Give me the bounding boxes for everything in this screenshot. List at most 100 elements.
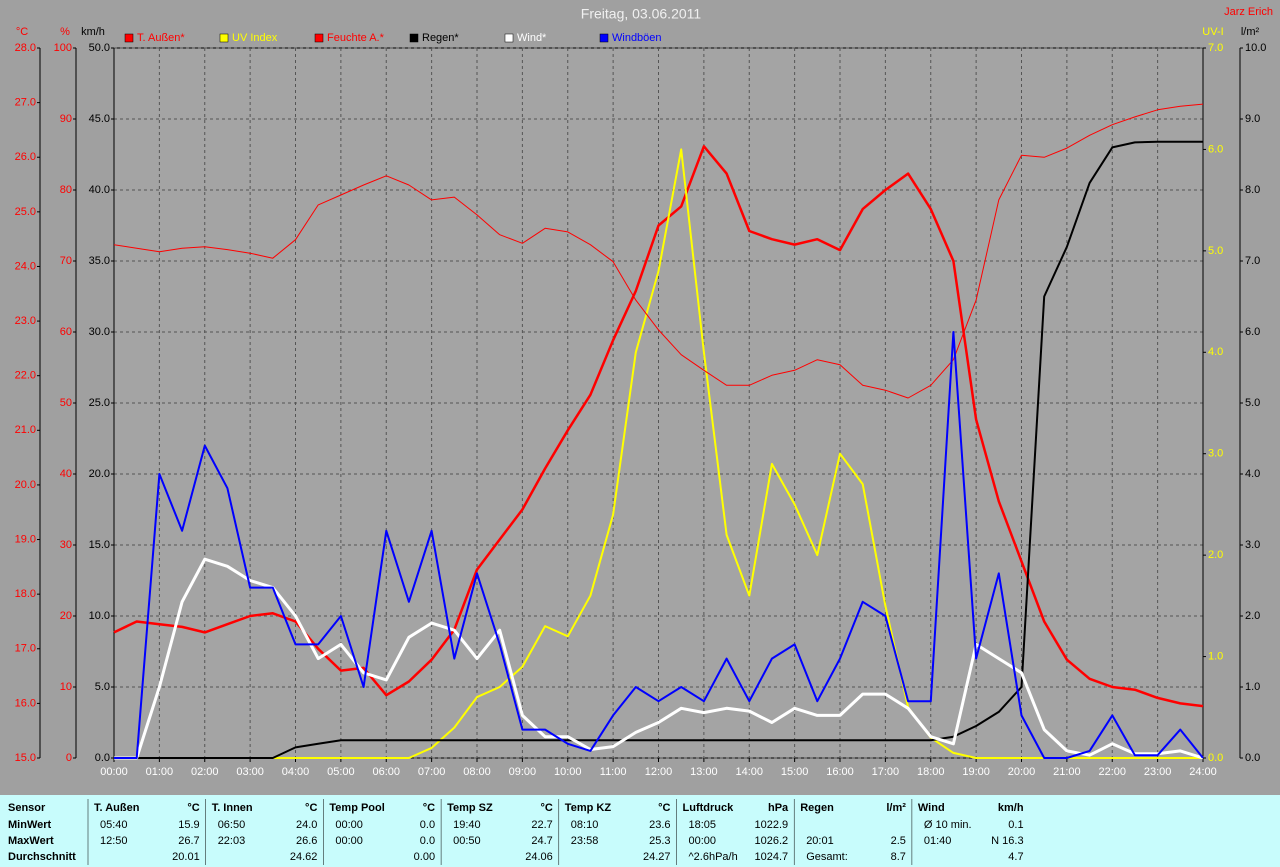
x-tick-label: 15:00 bbox=[781, 766, 809, 778]
x-tick-label: 08:00 bbox=[463, 766, 491, 778]
y-tick-label: 23.0 bbox=[15, 315, 36, 327]
x-tick-label: 10:00 bbox=[554, 766, 582, 778]
stats-table: Sensor MinWert MaxWert Durchschnitt T. Außen… bbox=[0, 795, 1280, 867]
y-tick-label: 25.0 bbox=[89, 397, 110, 409]
cell-time: 00:00 bbox=[335, 835, 363, 847]
y-tick-label: 0 bbox=[66, 752, 72, 764]
x-tick-label: 07:00 bbox=[418, 766, 446, 778]
y-tick-label: 28.0 bbox=[15, 42, 36, 54]
y-tick-label: 7.0 bbox=[1245, 255, 1260, 267]
y-tick-label: 2.0 bbox=[1245, 610, 1260, 622]
credit: Jarz Erich bbox=[1224, 6, 1273, 18]
cell-value: 25.3 bbox=[649, 835, 670, 847]
x-tick-label: 22:00 bbox=[1098, 766, 1126, 778]
cell-value: 0.0 bbox=[420, 835, 435, 847]
x-tick-label: 16:00 bbox=[826, 766, 854, 778]
y-tick-label: 10.0 bbox=[89, 610, 110, 622]
y-tick-label: 50 bbox=[60, 397, 72, 409]
y-tick-label: 30.0 bbox=[89, 326, 110, 338]
cell-value: 24.27 bbox=[643, 851, 671, 863]
cell-time: Gesamt: bbox=[806, 851, 848, 863]
x-tick-label: 17:00 bbox=[872, 766, 900, 778]
cell-value: 26.7 bbox=[178, 835, 199, 847]
x-tick-label: 01:00 bbox=[146, 766, 174, 778]
cell-time: 08:10 bbox=[571, 819, 599, 831]
cell-value: 0.1 bbox=[1008, 819, 1023, 831]
legend-swatch bbox=[409, 33, 419, 43]
legend-swatch bbox=[504, 33, 514, 43]
y-tick-label: 26.0 bbox=[15, 151, 36, 163]
column-name: Temp SZ bbox=[447, 802, 493, 814]
y-axis-title: l/m² bbox=[1241, 26, 1260, 38]
column-unit: l/m² bbox=[886, 802, 906, 814]
cell-value: 1024.7 bbox=[755, 851, 789, 863]
x-tick-label: 09:00 bbox=[509, 766, 537, 778]
cell-time: 12:50 bbox=[100, 835, 128, 847]
y-tick-label: 22.0 bbox=[15, 370, 36, 382]
y-tick-label: 4.0 bbox=[1208, 346, 1223, 358]
column-name: Temp Pool bbox=[329, 802, 384, 814]
cell-time: 01:40 bbox=[924, 835, 952, 847]
cell-value: 2.5 bbox=[891, 835, 906, 847]
chart: Freitag, 03.06.2011 Jarz Erich 00:00 01:0… bbox=[15, 6, 1273, 778]
x-tick-label: 04:00 bbox=[282, 766, 310, 778]
legend-swatch bbox=[124, 33, 134, 43]
cell-value: 22.7 bbox=[531, 819, 552, 831]
y-tick-label: 90 bbox=[60, 113, 72, 125]
y-tick-label: 5.0 bbox=[1245, 397, 1260, 409]
cell-value: 0.00 bbox=[414, 851, 435, 863]
y-tick-label: 19.0 bbox=[15, 533, 36, 545]
cell-value: 24.62 bbox=[290, 851, 318, 863]
y-tick-label: 27.0 bbox=[15, 97, 36, 109]
row-label: MaxWert bbox=[8, 835, 54, 847]
y-tick-label: 1.0 bbox=[1245, 681, 1260, 693]
y-tick-label: 21.0 bbox=[15, 424, 36, 436]
series-line bbox=[114, 331, 1204, 759]
y-tick-label: 0.0 bbox=[1245, 752, 1260, 764]
y-tick-label: 24.0 bbox=[15, 260, 36, 272]
y-tick-label: 17.0 bbox=[15, 643, 36, 655]
x-tick-label: 20:00 bbox=[1008, 766, 1036, 778]
column-unit: hPa bbox=[768, 802, 789, 814]
series-line bbox=[114, 148, 1203, 759]
y-tick-label: 3.0 bbox=[1245, 539, 1260, 551]
cell-value: 15.9 bbox=[178, 819, 199, 831]
y-tick-label: 20.0 bbox=[89, 468, 110, 480]
column-name: Luftdruck bbox=[683, 802, 735, 814]
y-tick-label: 60 bbox=[60, 326, 72, 338]
cell-value: 24.06 bbox=[525, 851, 553, 863]
y-tick-label: 18.0 bbox=[15, 588, 36, 600]
x-tick-label: 24:00 bbox=[1189, 766, 1217, 778]
legend-label: Windböen bbox=[612, 32, 662, 44]
cell-time: 19:40 bbox=[453, 819, 481, 831]
y-tick-label: 40 bbox=[60, 468, 72, 480]
cell-value: 24.7 bbox=[531, 835, 552, 847]
y-tick-label: 10.0 bbox=[1245, 42, 1266, 54]
x-tick-label: 03:00 bbox=[236, 766, 264, 778]
y-tick-label: 7.0 bbox=[1208, 42, 1223, 54]
y-axis-title: % bbox=[60, 26, 70, 38]
legend-label: T. Außen* bbox=[137, 32, 185, 44]
y-tick-label: 1.0 bbox=[1208, 650, 1223, 662]
legend-label: UV Index bbox=[232, 32, 278, 44]
cell-value: N 16.3 bbox=[991, 835, 1023, 847]
y-tick-label: 20 bbox=[60, 610, 72, 622]
y-tick-label: 3.0 bbox=[1208, 448, 1223, 460]
column-name: T. Innen bbox=[212, 802, 253, 814]
cell-time: 00:00 bbox=[335, 819, 363, 831]
y-tick-label: 35.0 bbox=[89, 255, 110, 267]
column-name: Wind bbox=[918, 802, 945, 814]
x-tick-label: 05:00 bbox=[327, 766, 355, 778]
series-line bbox=[114, 557, 1204, 760]
x-tick-label: 02:00 bbox=[191, 766, 219, 778]
y-tick-label: 30 bbox=[60, 539, 72, 551]
y-tick-label: 25.0 bbox=[15, 206, 36, 218]
cell-value: 24.0 bbox=[296, 819, 317, 831]
series-line bbox=[113, 145, 1204, 708]
y-tick-label: 6.0 bbox=[1208, 143, 1223, 155]
series-line bbox=[114, 140, 1203, 759]
y-tick-label: 70 bbox=[60, 255, 72, 267]
y-tick-label: 20.0 bbox=[15, 479, 36, 491]
x-tick-label: 13:00 bbox=[690, 766, 718, 778]
